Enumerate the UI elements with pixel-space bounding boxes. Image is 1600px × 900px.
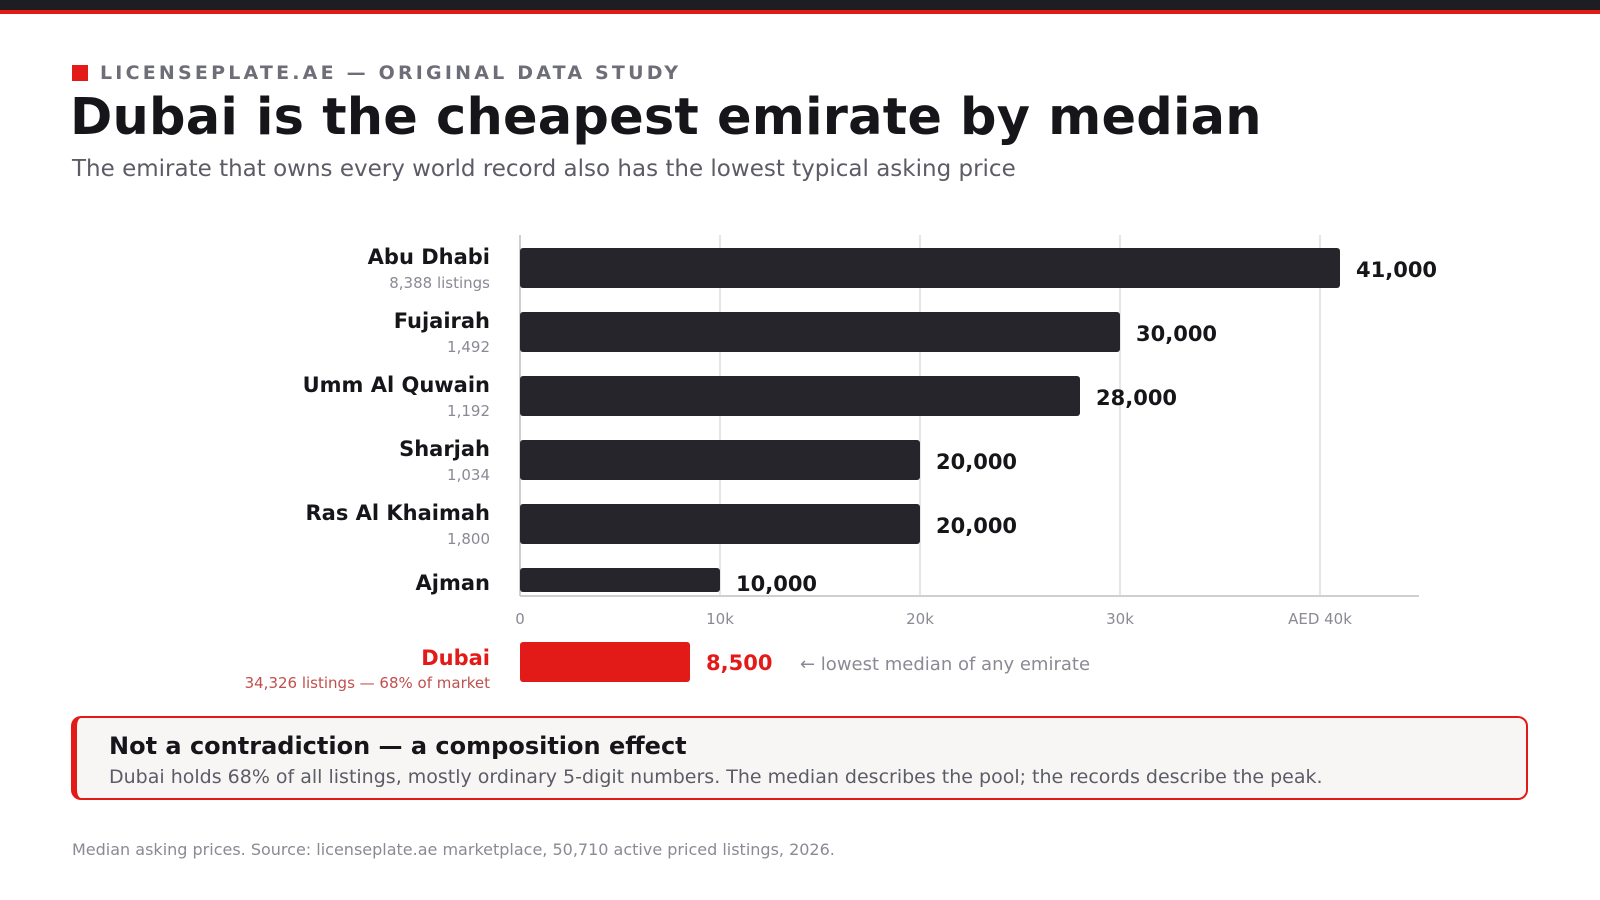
bar — [520, 440, 920, 480]
listings-count-label: 1,492 — [447, 338, 490, 356]
highlight-category-label: Dubai — [421, 646, 490, 670]
highlight-sublabel: 34,326 listings — 68% of market — [245, 674, 491, 692]
bar — [520, 504, 920, 544]
bar-value-label: 20,000 — [936, 450, 1017, 474]
eyebrow: LICENSEPLATE.AE — ORIGINAL DATA STUDY — [72, 62, 681, 84]
brand-square-icon — [72, 65, 88, 81]
bar — [520, 568, 720, 592]
highlight-value-label: 8,500 — [706, 651, 772, 675]
callout-heading: Not a contradiction — a composition effe… — [109, 732, 687, 760]
eyebrow-text: LICENSEPLATE.AE — ORIGINAL DATA STUDY — [100, 62, 682, 84]
bar-value-label: 20,000 — [936, 514, 1017, 538]
category-label: Umm Al Quwain — [303, 373, 490, 397]
category-label: Ajman — [416, 571, 490, 595]
bar-value-label: 41,000 — [1356, 258, 1437, 282]
category-label: Ras Al Khaimah — [305, 501, 490, 525]
listings-count-label: 1,800 — [447, 530, 490, 548]
x-tick-label: 10k — [706, 610, 734, 628]
page-title: Dubai is the cheapest emirate by median — [70, 88, 1262, 147]
bar-value-label: 10,000 — [736, 572, 817, 596]
top-accent-line — [0, 10, 1600, 14]
bar-value-label: 28,000 — [1096, 386, 1177, 410]
category-label: Abu Dhabi — [368, 245, 490, 269]
bar — [520, 376, 1080, 416]
category-label: Sharjah — [399, 437, 490, 461]
listings-count-label: 1,192 — [447, 402, 490, 420]
callout-box: Not a contradiction — a composition effe… — [71, 716, 1528, 800]
callout-body: Dubai holds 68% of all listings, mostly … — [109, 766, 1323, 788]
highlight-annotation: ← lowest median of any emirate — [800, 654, 1090, 675]
page-subtitle: The emirate that owns every world record… — [72, 156, 1016, 182]
top-bar — [0, 0, 1600, 10]
bar-value-label: 30,000 — [1136, 322, 1217, 346]
source-note: Median asking prices. Source: licensepla… — [72, 840, 835, 859]
bar — [520, 312, 1120, 352]
listings-count-label: 1,034 — [447, 466, 490, 484]
listings-count-label: 8,388 listings — [389, 274, 490, 292]
highlight-bar — [520, 642, 690, 682]
x-tick-label: 20k — [906, 610, 934, 628]
x-tick-label: AED 40k — [1288, 610, 1352, 628]
x-tick-label: 30k — [1106, 610, 1134, 628]
x-tick-label: 0 — [515, 610, 525, 628]
category-label: Fujairah — [394, 309, 490, 333]
bar-chart: 0 10k 20k 30k AED 40k 41,000 Abu Dhabi 8,388 li… — [245, 235, 1437, 692]
bar — [520, 248, 1340, 288]
